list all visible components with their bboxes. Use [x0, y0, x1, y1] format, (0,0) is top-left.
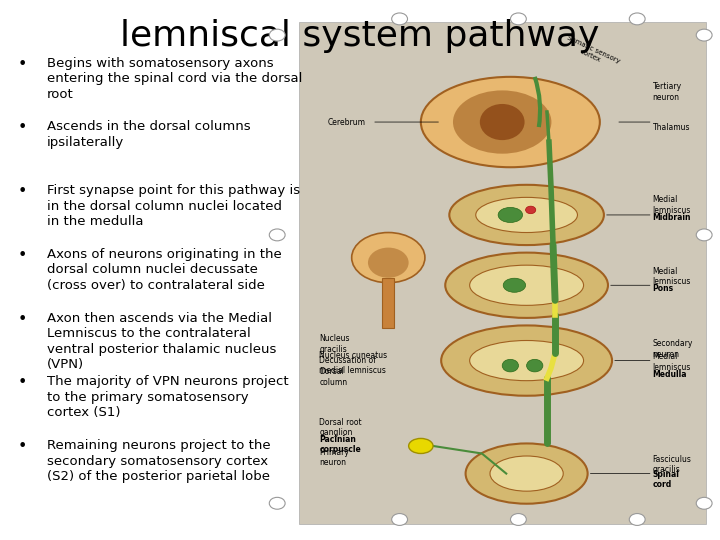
Text: •: •	[18, 375, 27, 390]
Text: Axon then ascends via the Medial
Lemniscus to the contralateral
ventral posterio: Axon then ascends via the Medial Lemnisc…	[47, 312, 276, 371]
Ellipse shape	[526, 206, 536, 214]
Text: •: •	[18, 248, 27, 263]
Circle shape	[269, 229, 285, 241]
Circle shape	[696, 229, 712, 241]
Circle shape	[269, 497, 285, 509]
Text: Medial
lemniscus: Medial lemniscus	[653, 267, 691, 286]
Text: Pons: Pons	[653, 284, 674, 293]
Ellipse shape	[420, 77, 600, 167]
Text: Begins with somatosensory axons
entering the spinal cord via the dorsal
root: Begins with somatosensory axons entering…	[47, 57, 302, 100]
FancyBboxPatch shape	[299, 22, 706, 524]
Circle shape	[629, 514, 645, 525]
Ellipse shape	[480, 104, 525, 140]
Text: Axons of neurons originating in the
dorsal column nuclei decussate
(cross over) : Axons of neurons originating in the dors…	[47, 248, 282, 292]
Circle shape	[510, 514, 526, 525]
Text: Secondary
neuron: Secondary neuron	[653, 339, 693, 359]
Text: Dorsal
column: Dorsal column	[319, 367, 347, 387]
Text: First synapse point for this pathway is
in the dorsal column nuclei located
in t: First synapse point for this pathway is …	[47, 184, 300, 228]
Text: Ascends in the dorsal columns
ipsilaterally: Ascends in the dorsal columns ipsilatera…	[47, 120, 251, 149]
Text: Decussation of
medial lemniscus: Decussation of medial lemniscus	[319, 356, 386, 375]
Text: Nucleus cuneatus: Nucleus cuneatus	[319, 351, 387, 360]
Ellipse shape	[503, 359, 518, 372]
Circle shape	[392, 13, 408, 25]
Text: •: •	[18, 439, 27, 454]
Text: The majority of VPN neurons project
to the primary somatosensory
cortex (S1): The majority of VPN neurons project to t…	[47, 375, 289, 419]
Text: •: •	[18, 184, 27, 199]
Ellipse shape	[351, 233, 425, 283]
Ellipse shape	[409, 438, 433, 454]
Text: •: •	[18, 312, 27, 327]
Text: Nucleus
gracilis: Nucleus gracilis	[319, 334, 350, 354]
Ellipse shape	[449, 185, 604, 245]
Ellipse shape	[469, 265, 584, 305]
Ellipse shape	[490, 456, 563, 491]
Circle shape	[629, 13, 645, 25]
Ellipse shape	[526, 359, 543, 372]
Ellipse shape	[453, 90, 552, 154]
Text: Medial
lemniscus: Medial lemniscus	[653, 195, 691, 214]
Text: Medial
lemniscus: Medial lemniscus	[653, 353, 691, 372]
Ellipse shape	[476, 197, 577, 233]
Ellipse shape	[503, 278, 526, 292]
Text: Thalamus: Thalamus	[653, 123, 690, 132]
Text: Remaining neurons project to the
secondary somatosensory cortex
(S2) of the post: Remaining neurons project to the seconda…	[47, 439, 271, 483]
Text: •: •	[18, 57, 27, 72]
Ellipse shape	[445, 253, 608, 318]
Circle shape	[392, 514, 408, 525]
Circle shape	[696, 29, 712, 41]
Text: lemniscal system pathway: lemniscal system pathway	[120, 19, 600, 53]
Ellipse shape	[441, 326, 612, 396]
Circle shape	[269, 29, 285, 41]
Circle shape	[696, 497, 712, 509]
Ellipse shape	[368, 247, 409, 278]
Ellipse shape	[469, 341, 584, 381]
Text: Pacinian
corpuscle: Pacinian corpuscle	[319, 435, 361, 454]
FancyBboxPatch shape	[382, 278, 395, 328]
Ellipse shape	[466, 443, 588, 504]
Text: Fasciculus
gracilis: Fasciculus gracilis	[653, 455, 692, 474]
Text: Medulla: Medulla	[653, 370, 687, 379]
Text: Somatic sensory
cortex: Somatic sensory cortex	[563, 34, 621, 70]
Ellipse shape	[498, 207, 523, 222]
Text: Dorsal root
ganglion: Dorsal root ganglion	[319, 417, 361, 437]
Text: Spinal
cord: Spinal cord	[653, 470, 680, 489]
Text: Cerebrum: Cerebrum	[328, 118, 365, 126]
Text: •: •	[18, 120, 27, 136]
Text: Tertiary
neuron: Tertiary neuron	[653, 82, 682, 102]
Circle shape	[510, 13, 526, 25]
Text: Midbrain: Midbrain	[653, 213, 691, 222]
Text: Primary
neuron: Primary neuron	[319, 448, 349, 467]
